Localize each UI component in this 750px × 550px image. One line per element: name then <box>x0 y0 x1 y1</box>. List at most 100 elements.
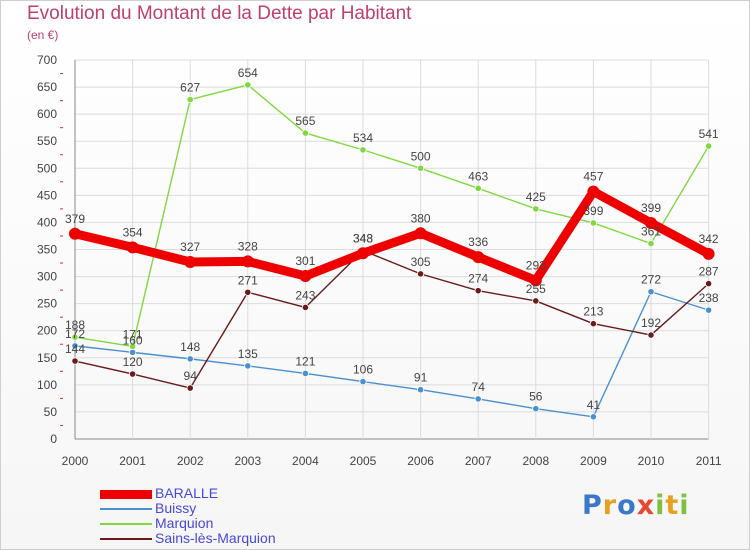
y-tick-label: 450 <box>37 188 57 202</box>
data-label: 343 <box>353 231 373 245</box>
data-point <box>702 247 715 260</box>
data-label: 171 <box>123 327 143 341</box>
data-point <box>474 395 482 403</box>
data-point <box>414 227 427 240</box>
data-point <box>186 95 194 104</box>
data-point <box>416 386 425 394</box>
data-label: 399 <box>641 201 661 215</box>
data-label: 328 <box>238 239 258 253</box>
data-label: 94 <box>184 369 198 383</box>
legend-label: BARALLE <box>155 485 219 501</box>
data-label: 380 <box>411 211 431 225</box>
data-label: 457 <box>583 170 603 184</box>
data-label: 305 <box>411 255 431 269</box>
data-label: 336 <box>468 235 488 249</box>
y-tick-label: 50 <box>44 405 58 419</box>
y-tick-label: 650 <box>37 80 57 94</box>
data-point <box>587 185 600 198</box>
data-point <box>301 303 309 312</box>
logo-letter: o <box>617 490 637 521</box>
data-point <box>416 164 425 172</box>
data-label: 135 <box>238 347 258 361</box>
data-label: 160 <box>123 333 143 347</box>
data-point <box>241 255 254 268</box>
y-tick-label: 300 <box>37 270 57 284</box>
data-label: 74 <box>472 380 486 394</box>
data-point <box>71 333 79 341</box>
data-label: 213 <box>583 305 603 319</box>
series-line-sains-lès-marquion <box>74 249 710 389</box>
data-point <box>359 378 367 386</box>
data-label: 56 <box>529 390 543 404</box>
data-label: 188 <box>65 318 85 332</box>
data-point <box>129 370 137 378</box>
x-tick-label: 2009 <box>580 454 607 468</box>
data-point <box>532 205 540 213</box>
chart-subtitle: (en €) <box>27 28 59 42</box>
x-tick-label: 2004 <box>292 454 319 468</box>
data-label: 243 <box>295 288 315 302</box>
data-label: 379 <box>65 212 85 226</box>
data-label: 255 <box>526 282 546 296</box>
chart-title: Evolution du Montant de la Dette par Hab… <box>27 3 412 24</box>
logo-letter: t <box>665 490 680 521</box>
data-label: 627 <box>180 81 200 95</box>
x-tick-label: 2007 <box>465 454 492 468</box>
data-point <box>647 331 655 339</box>
x-tick-label: 2003 <box>234 454 261 468</box>
x-tick-label: 2010 <box>638 454 665 468</box>
data-point <box>71 357 79 365</box>
data-label: 565 <box>295 114 315 128</box>
data-point <box>301 129 309 137</box>
y-tick-label: 150 <box>37 351 57 365</box>
data-point <box>186 384 194 392</box>
data-label: 121 <box>295 354 315 368</box>
data-point <box>186 355 194 363</box>
data-point <box>299 270 312 283</box>
x-tick-label: 2005 <box>350 454 377 468</box>
series-line-buissy <box>74 291 710 418</box>
data-label: 148 <box>180 340 200 354</box>
data-point <box>357 247 369 260</box>
series-line-baralle <box>70 187 714 285</box>
data-label: 348 <box>353 232 373 246</box>
x-tick-label: 2006 <box>407 454 434 468</box>
x-tick-label: 2011 <box>696 454 722 468</box>
data-label: 272 <box>641 273 661 287</box>
data-point <box>589 320 598 328</box>
data-point <box>647 288 655 296</box>
data-label: 271 <box>238 273 258 287</box>
data-label: 342 <box>699 232 719 246</box>
x-tick-label: 2001 <box>119 454 146 468</box>
data-label: 144 <box>65 342 85 356</box>
y-tick-label: 600 <box>37 107 57 121</box>
data-label: 301 <box>295 254 315 268</box>
data-label: 106 <box>353 363 373 377</box>
data-point <box>184 255 197 268</box>
data-label: 274 <box>468 272 488 286</box>
data-label: 287 <box>699 265 719 279</box>
data-point <box>359 146 367 154</box>
y-tick-label: 350 <box>37 243 57 257</box>
legend-label: Buissy <box>155 500 197 516</box>
x-tick-label: 2000 <box>62 454 89 468</box>
logo-letter: P <box>582 490 603 521</box>
legend-swatch <box>100 489 152 499</box>
x-tick-label: 2002 <box>177 454 204 468</box>
data-label: 534 <box>353 131 373 145</box>
data-label: 327 <box>180 240 200 254</box>
y-tick-label: 100 <box>37 378 57 392</box>
logo-letter: i <box>655 490 666 521</box>
data-label: 399 <box>583 204 603 218</box>
logo-letter: x <box>636 490 656 521</box>
data-point <box>589 219 598 227</box>
proxiti-logo: Proxiti <box>582 490 690 521</box>
series-line-marquion <box>74 84 710 348</box>
data-point <box>71 342 79 350</box>
data-label: 463 <box>468 169 488 183</box>
data-point <box>704 142 713 150</box>
y-tick-label: 700 <box>37 53 57 67</box>
y-tick-label: 500 <box>37 161 57 175</box>
